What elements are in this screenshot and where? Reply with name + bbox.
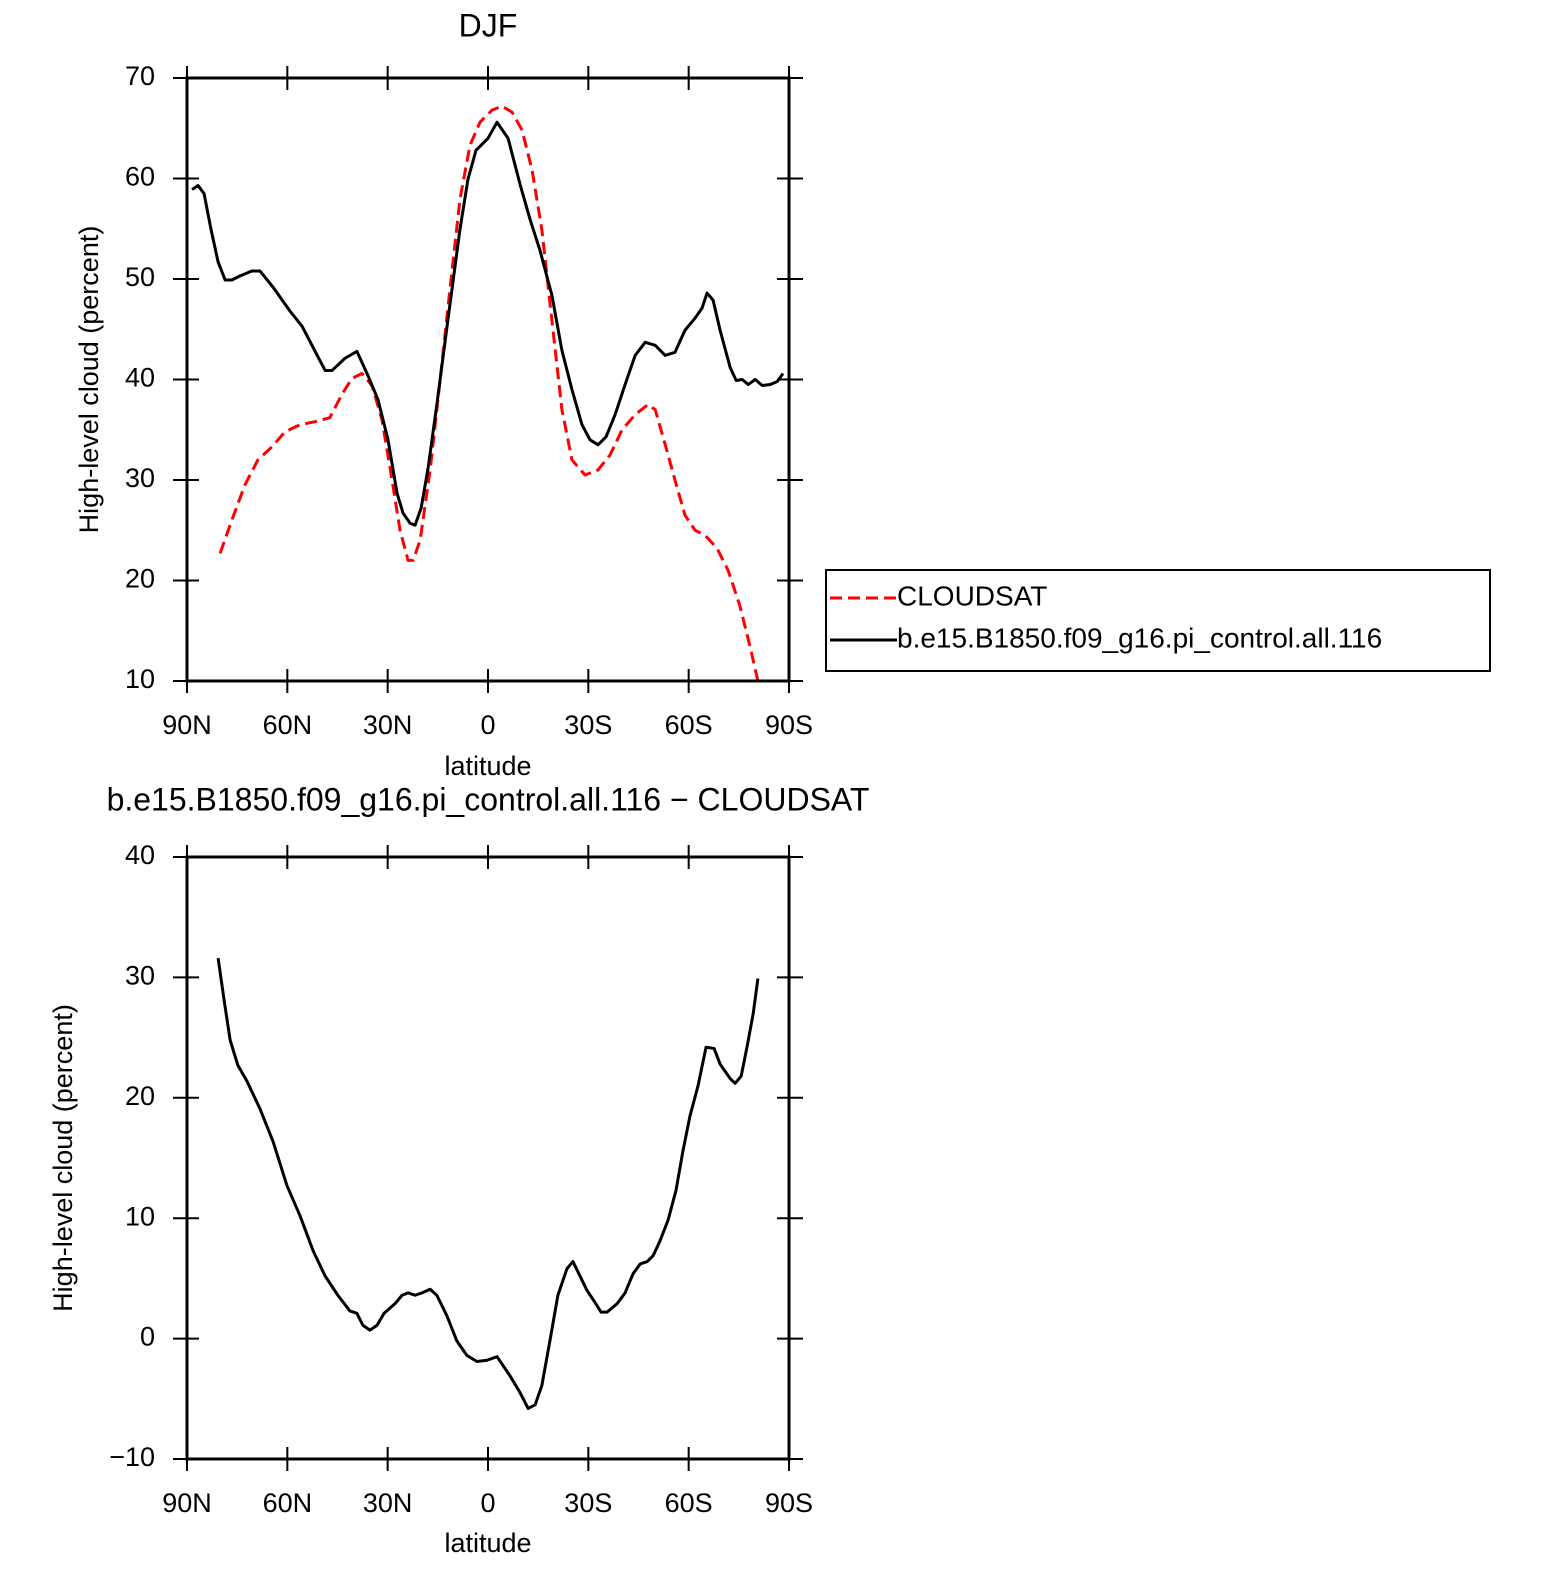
y-tick-label: 40 (125, 840, 155, 870)
x-tick-label: 30N (363, 710, 413, 740)
y-tick-label: 30 (125, 463, 155, 493)
x-tick-label: 60S (665, 1488, 713, 1518)
data-line (216, 957, 760, 1410)
y-tick-label: −10 (109, 1442, 155, 1472)
x-tick-label: 60N (263, 1488, 313, 1518)
y-tick-label: 10 (125, 664, 155, 694)
x-tick-label: 30N (363, 1488, 413, 1518)
data-line (191, 120, 785, 527)
legend-label: CLOUDSAT (897, 580, 1047, 611)
x-tick-label: 90N (162, 1488, 212, 1518)
plot-frame (185, 76, 791, 683)
y-tick-label: 30 (125, 961, 155, 991)
y-tick-label: 20 (125, 1081, 155, 1111)
x-axis-label: latitude (444, 751, 531, 781)
y-axis-label: High-level cloud (percent) (48, 1004, 78, 1312)
x-tick-label: 30S (564, 1488, 612, 1518)
plot-area (216, 957, 760, 1410)
x-tick-label: 90N (162, 710, 212, 740)
plot-frame (185, 855, 791, 1461)
x-tick-label: 30S (564, 710, 612, 740)
data-line (218, 104, 760, 681)
x-tick-label: 60S (665, 710, 713, 740)
x-tick-label: 90S (765, 710, 813, 740)
legend-box (825, 569, 1491, 672)
y-axis-label: High-level cloud (percent) (74, 226, 104, 534)
legend-label: b.e15.B1850.f09_g16.pi_control.all.116 (897, 622, 1382, 653)
plot-area (191, 104, 785, 681)
y-tick-label: 0 (140, 1322, 155, 1352)
x-tick-label: 0 (480, 1488, 495, 1518)
y-tick-label: 50 (125, 262, 155, 292)
y-tick-label: 70 (125, 61, 155, 91)
y-tick-label: 20 (125, 564, 155, 594)
x-axis-label: latitude (444, 1528, 531, 1558)
chart-title: b.e15.B1850.f09_g16.pi_control.all.116 −… (107, 781, 870, 817)
chart-title: DJF (459, 7, 518, 43)
y-tick-label: 60 (125, 162, 155, 192)
x-tick-label: 60N (263, 710, 313, 740)
x-tick-label: 0 (480, 710, 495, 740)
x-tick-label: 90S (765, 1488, 813, 1518)
y-tick-label: 10 (125, 1201, 155, 1231)
y-tick-label: 40 (125, 363, 155, 393)
